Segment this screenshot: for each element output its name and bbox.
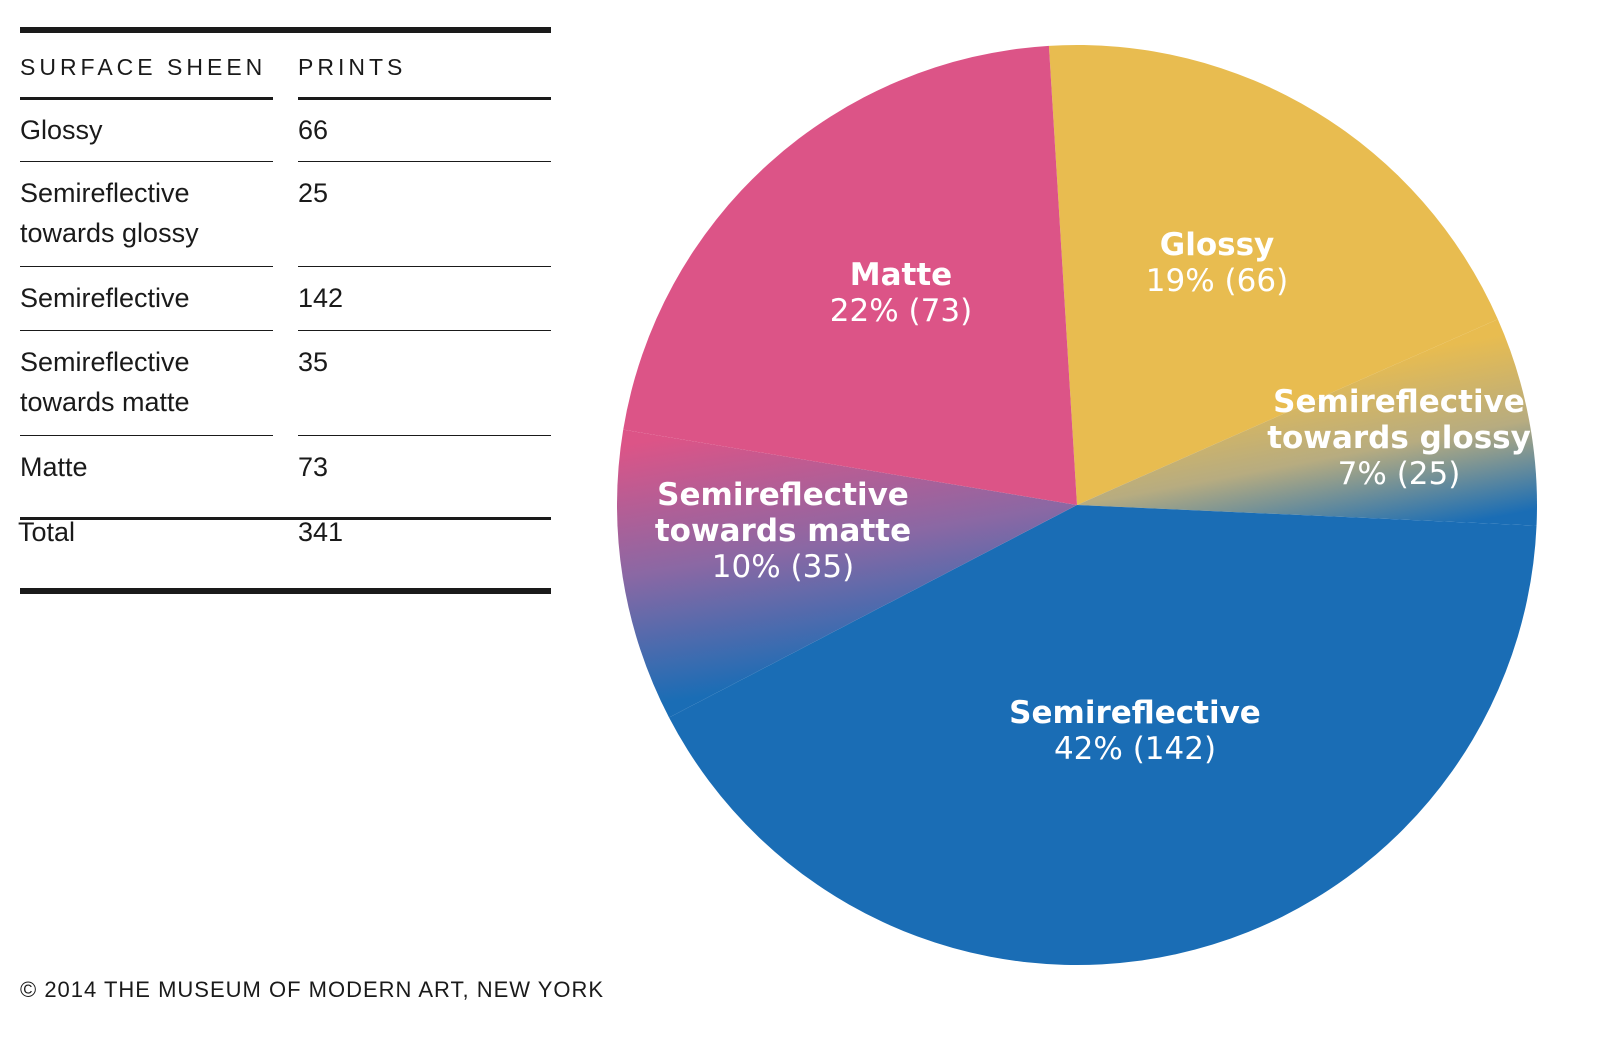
table-row: Glossy 66 (20, 110, 551, 162)
row-value: 25 (298, 178, 329, 208)
slice-name: Semireflective (1009, 695, 1261, 731)
table-row: Matte 73 (20, 447, 551, 499)
table-row: Semireflective towards glossy 25 (20, 173, 551, 265)
row-label: Semireflective (20, 283, 190, 313)
pie-chart: Glossy 19% (66) Semireflective towards glos… (600, 20, 1610, 1020)
header-prints: PRINTS (298, 54, 407, 80)
row-rule (20, 435, 273, 436)
total-value: 341 (298, 517, 344, 547)
pie-slice-semireflective (669, 505, 1537, 965)
row-rule (298, 266, 551, 267)
slice-value-label: 42% (142) (1054, 731, 1216, 767)
slice-value-label: 7% (25) (1338, 456, 1461, 492)
pie-slice-semireflective-towards-glossy (1077, 319, 1537, 526)
pie-slice-glossy (1048, 45, 1498, 505)
slice-name: Matte (850, 257, 952, 293)
table-row: Semireflective 142 (20, 278, 551, 330)
table-row: Semireflective towards matte 35 (20, 342, 551, 434)
row-value: 142 (298, 283, 344, 313)
row-rule (298, 330, 551, 331)
row-rule (20, 330, 273, 331)
slice-name: towards matte (655, 513, 911, 549)
copyright-notice: © 2014 THE MUSEUM OF MODERN ART, NEW YOR… (20, 977, 605, 1002)
total-rule (20, 517, 551, 520)
slice-name: Glossy (1160, 227, 1274, 263)
total-label: Total (18, 517, 76, 547)
row-label: Semireflective towards matte (20, 347, 190, 417)
table-bottom-rule (20, 588, 551, 594)
total-row: Total 341 (18, 512, 551, 564)
row-label: Semireflective towards glossy (20, 178, 199, 248)
slice-value-label: 22% (73) (830, 293, 972, 329)
row-value: 66 (298, 115, 329, 145)
pie-slices (617, 45, 1537, 965)
row-rule (298, 161, 551, 162)
slice-name: towards glossy (1267, 420, 1531, 456)
header-surface-sheen: SURFACE SHEEN (20, 54, 267, 80)
pie-slice-semireflective-towards-matte (617, 429, 1077, 718)
header-rule (20, 97, 273, 100)
slice-value-label: 10% (35) (712, 549, 854, 585)
row-rule (20, 161, 273, 162)
pie-slice-matte (623, 45, 1077, 505)
row-label: Matte (20, 452, 88, 482)
row-value: 73 (298, 452, 329, 482)
row-label: Glossy (20, 115, 103, 145)
header-rule (298, 97, 551, 100)
slice-name: Semireflective (1273, 384, 1525, 420)
table-top-rule (20, 27, 551, 33)
row-value: 35 (298, 347, 329, 377)
slice-value-label: 19% (66) (1146, 263, 1288, 299)
row-rule (298, 435, 551, 436)
slice-name: Semireflective (657, 477, 909, 513)
row-rule (20, 266, 273, 267)
